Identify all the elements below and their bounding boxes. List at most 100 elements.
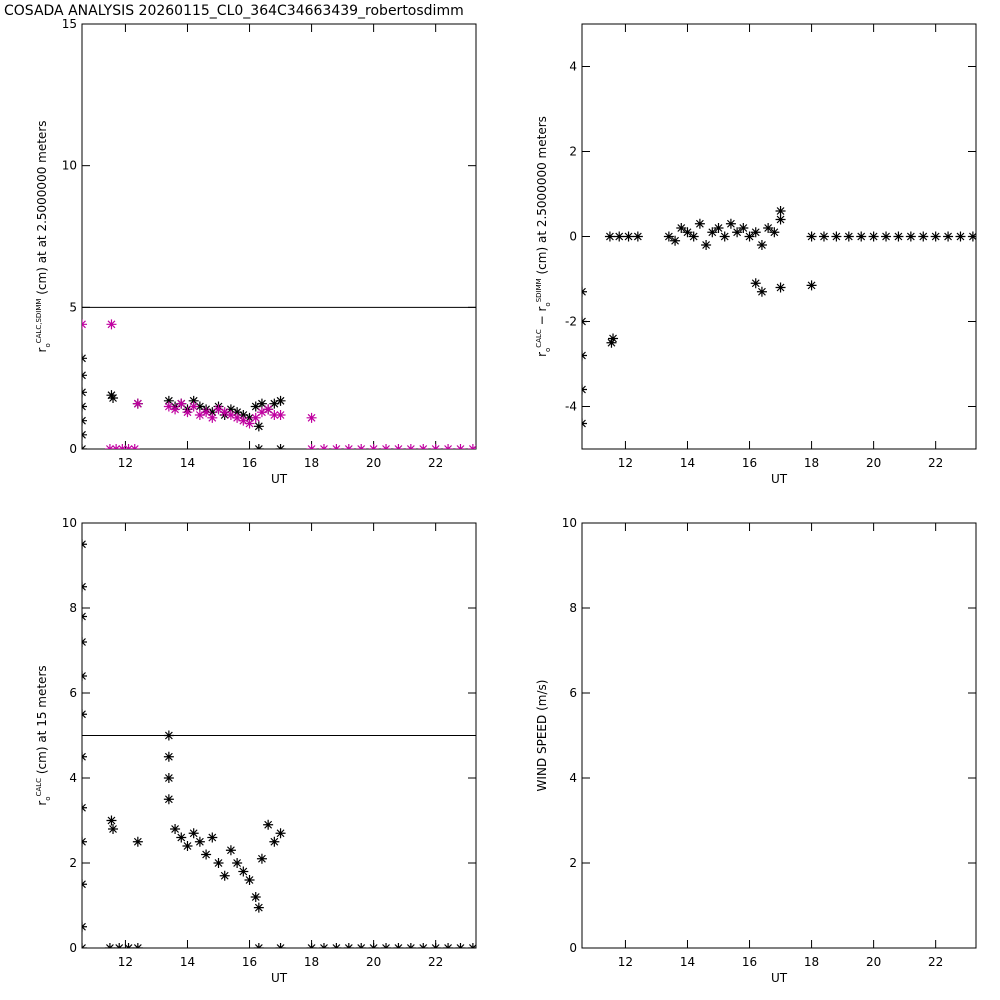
data-point [82, 671, 87, 681]
y-tick-label: -4 [565, 400, 577, 414]
data-point [608, 333, 619, 344]
data-point [318, 444, 329, 449]
data-point [582, 418, 587, 429]
data-point [232, 407, 243, 418]
data-point [219, 870, 230, 881]
data-point [256, 853, 267, 864]
data-point [82, 415, 87, 426]
y-tick-label: 8 [569, 601, 577, 615]
y-tick-label: 10 [62, 516, 77, 530]
data-point [356, 943, 367, 948]
data-point [82, 353, 87, 364]
data-point [82, 836, 87, 847]
data-point [82, 401, 87, 412]
data-point [232, 412, 243, 423]
x-axis-label: UT [271, 472, 288, 486]
data-point [430, 943, 441, 948]
data-point [688, 231, 699, 242]
y-axis-label-part: r [35, 347, 49, 352]
data-point [682, 227, 693, 238]
data-point [82, 370, 87, 381]
x-tick-label: 22 [928, 955, 943, 969]
y-axis-label-part: r [535, 352, 549, 357]
data-point [163, 401, 174, 412]
data-point [275, 943, 286, 948]
y-axis-label-part: o [544, 302, 552, 306]
data-point [623, 231, 634, 242]
y-tick-label: 2 [569, 145, 577, 159]
data-point [269, 410, 280, 420]
data-point [253, 444, 264, 449]
y-axis-label-part: − r [535, 307, 549, 330]
data-point [163, 395, 174, 406]
data-point [82, 444, 87, 449]
y-axis-label: roCALC − roSDIMM (cm) at 2.5000000 meter… [535, 116, 552, 357]
data-point [106, 815, 117, 826]
y-tick-label: 4 [569, 60, 577, 74]
data-point [170, 404, 181, 415]
x-tick-label: 18 [304, 456, 319, 470]
x-tick-label: 20 [366, 456, 381, 470]
y-axis-label-part: o [44, 343, 52, 347]
data-point [82, 611, 87, 622]
y-tick-label: 8 [69, 601, 77, 615]
data-point [775, 214, 786, 225]
data-point [194, 401, 205, 412]
data-point [381, 943, 392, 948]
data-point [306, 412, 317, 423]
data-point [806, 231, 817, 242]
data-point [207, 407, 218, 418]
data-point [318, 943, 329, 948]
data-point [614, 231, 625, 242]
y-axis-label: WIND SPEED (m/s) [535, 680, 549, 792]
data-point [201, 849, 212, 860]
x-tick-label: 22 [928, 456, 943, 470]
data-point [582, 384, 587, 395]
x-tick-label: 16 [742, 456, 757, 470]
data-point [582, 350, 587, 361]
data-point [263, 819, 274, 830]
data-point [163, 773, 174, 783]
data-point [750, 278, 761, 289]
data-point [756, 286, 767, 297]
data-point [670, 235, 681, 246]
data-point [114, 943, 125, 948]
data-point [82, 637, 87, 647]
data-point [930, 231, 941, 242]
data-point [343, 943, 354, 948]
data-point [250, 401, 261, 412]
x-tick-label: 16 [742, 955, 757, 969]
data-point [238, 866, 249, 877]
data-point [82, 387, 87, 398]
data-point [756, 240, 767, 250]
x-tick-label: 14 [680, 955, 695, 969]
y-axis-label-part: o [44, 796, 52, 800]
data-point [132, 398, 143, 409]
data-point [250, 892, 261, 902]
data-point [244, 412, 255, 423]
figure-title: COSADA ANALYSIS 20260115_CL0_364C3466343… [4, 3, 464, 19]
y-tick-label: 10 [62, 159, 77, 173]
y-axis-label: roCALC (cm) at 15 meters [35, 665, 52, 805]
data-point [182, 407, 193, 418]
data-point [188, 828, 199, 839]
data-point [132, 836, 143, 847]
data-point [331, 444, 342, 449]
y-axis-label-part: r [35, 801, 49, 806]
x-tick-label: 12 [118, 955, 133, 969]
y-tick-label: 0 [69, 941, 77, 955]
data-point [275, 444, 286, 449]
data-point [943, 231, 954, 242]
data-point [225, 404, 236, 415]
y-tick-label: 0 [569, 230, 577, 244]
plot-frame [581, 522, 977, 949]
x-axis-label: UT [271, 971, 288, 985]
data-point [868, 231, 879, 242]
data-point [744, 231, 755, 242]
y-axis-label: roCALC,SDIMM (cm) at at 2.5000000 meters [35, 121, 52, 353]
y-tick-label: 2 [569, 856, 577, 870]
data-point [732, 227, 743, 238]
data-point [430, 444, 441, 449]
data-point [405, 943, 416, 948]
